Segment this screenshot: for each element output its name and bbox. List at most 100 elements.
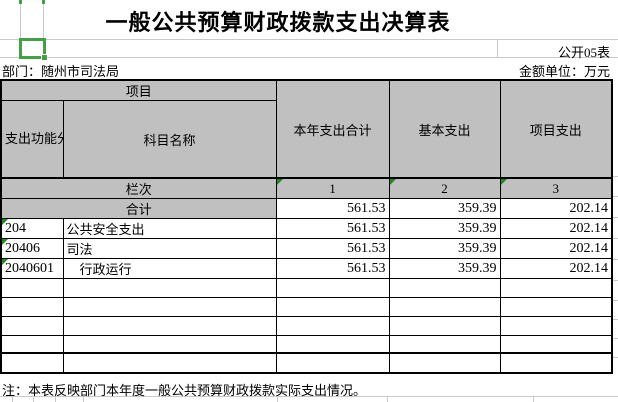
total-row-basic[interactable]: 359.39 [388,198,501,219]
gridline [55,396,56,402]
table-number-label: 公开05表 [557,45,610,60]
empty-row [0,297,613,317]
error-flag-icon [2,219,8,225]
gridline [611,280,618,281]
gridline [387,396,388,402]
empty-cell[interactable] [388,335,501,354]
empty-cell[interactable] [388,297,501,317]
error-flag-icon [2,259,8,265]
row-project[interactable]: 202.14 [499,258,613,279]
row-name[interactable]: 行政运行 [62,258,277,279]
header-subject-name[interactable]: 科目名称 [62,100,277,179]
row-project[interactable]: 202.14 [499,238,613,259]
gridline [611,259,618,260]
empty-row [0,352,613,374]
gridline [611,338,618,339]
empty-cell[interactable] [62,297,277,317]
empty-cell[interactable] [0,316,64,336]
empty-cell[interactable] [499,352,613,374]
row-code[interactable]: 20406 [0,238,64,259]
budget-table: 项目 本年支出合计 基本支出 项目支出 支出功能分类科目编码 科目名称 栏次 1… [0,79,614,374]
header-project-col[interactable]: 项目支出 [499,79,613,179]
header-code[interactable]: 支出功能分类科目编码 [0,100,64,179]
gridline [611,196,618,197]
empty-cell[interactable] [275,352,390,374]
empty-cell[interactable] [62,352,277,374]
error-flag-icon [2,239,8,245]
department-label: 部门：随州市司法局 [2,64,120,79]
gridline [43,0,44,39]
row-name[interactable]: 公共安全支出 [62,218,277,239]
gridline [611,319,618,320]
unit-label: 金额单位：万元 [518,64,610,79]
empty-cell[interactable] [388,352,501,374]
empty-cell[interactable] [275,316,390,336]
column-index-row: 栏次 1 2 3 [0,177,613,199]
column-index-label[interactable]: 栏次 [0,177,277,199]
total-row-total[interactable]: 561.53 [275,198,390,219]
column-index-value: 2 [441,180,448,196]
row-total[interactable]: 561.53 [275,218,390,239]
row-basic[interactable]: 359.39 [388,238,501,259]
empty-cell[interactable] [275,278,390,298]
selection-edge-tick [19,0,22,4]
row-code-value: 20406 [5,240,40,256]
gridline [533,396,534,402]
empty-cell[interactable] [62,335,277,354]
gridline [0,57,618,58]
row-code[interactable]: 204 [0,218,64,239]
column-index-value: 3 [552,180,560,196]
header-total-col[interactable]: 本年支出合计 [275,79,390,179]
empty-cell[interactable] [62,278,277,298]
gridline [33,396,34,402]
gridline [20,0,21,39]
error-flag-icon [277,179,283,185]
empty-cell[interactable] [0,352,64,374]
empty-cell[interactable] [388,278,501,298]
table-row: 204 公共安全支出 561.53 359.39 202.14 [0,218,613,239]
column-index-2[interactable]: 2 [388,177,501,199]
row-basic[interactable]: 359.39 [388,218,501,239]
gridline [83,396,84,402]
error-flag-icon [501,179,507,185]
header-row-sub: 支出功能分类科目编码 科目名称 [0,100,612,179]
gridline [611,217,618,218]
empty-cell[interactable] [499,278,613,298]
column-index-3[interactable]: 3 [499,177,613,199]
row-name[interactable]: 司法 [62,238,277,259]
empty-cell[interactable] [275,297,390,317]
table-row: 2040601 行政运行 561.53 359.39 202.14 [0,258,613,279]
empty-cell[interactable] [499,316,613,336]
gridline [611,176,618,177]
gridline [0,39,618,40]
error-flag-icon [390,179,396,185]
row-project[interactable]: 202.14 [499,218,613,239]
empty-cell[interactable] [275,335,390,354]
empty-cell[interactable] [0,335,64,354]
gridline [277,396,278,402]
active-cell-selection[interactable] [19,38,46,59]
table-row: 20406 司法 561.53 359.39 202.14 [0,238,613,259]
empty-row [0,335,613,354]
selection-edge-tick [42,0,45,4]
empty-cell[interactable] [388,316,501,336]
empty-cell[interactable] [62,316,277,336]
fill-handle[interactable] [41,54,48,61]
row-total[interactable]: 561.53 [275,238,390,259]
row-total[interactable]: 561.53 [275,258,390,279]
header-basic-col[interactable]: 基本支出 [388,79,501,179]
empty-cell[interactable] [499,335,613,354]
total-row-label[interactable]: 合计 [0,198,277,219]
empty-row [0,278,613,298]
row-basic[interactable]: 359.39 [388,258,501,279]
total-row-project[interactable]: 202.14 [499,198,613,219]
empty-cell[interactable] [0,278,64,298]
row-code[interactable]: 2040601 [0,258,64,279]
header-row-project: 项目 本年支出合计 基本支出 项目支出 [0,79,613,179]
empty-cell[interactable] [0,297,64,317]
column-index-1[interactable]: 1 [275,177,390,199]
empty-cell[interactable] [499,297,613,317]
gridline [611,238,618,239]
header-project-group[interactable]: 项目 [0,79,277,101]
